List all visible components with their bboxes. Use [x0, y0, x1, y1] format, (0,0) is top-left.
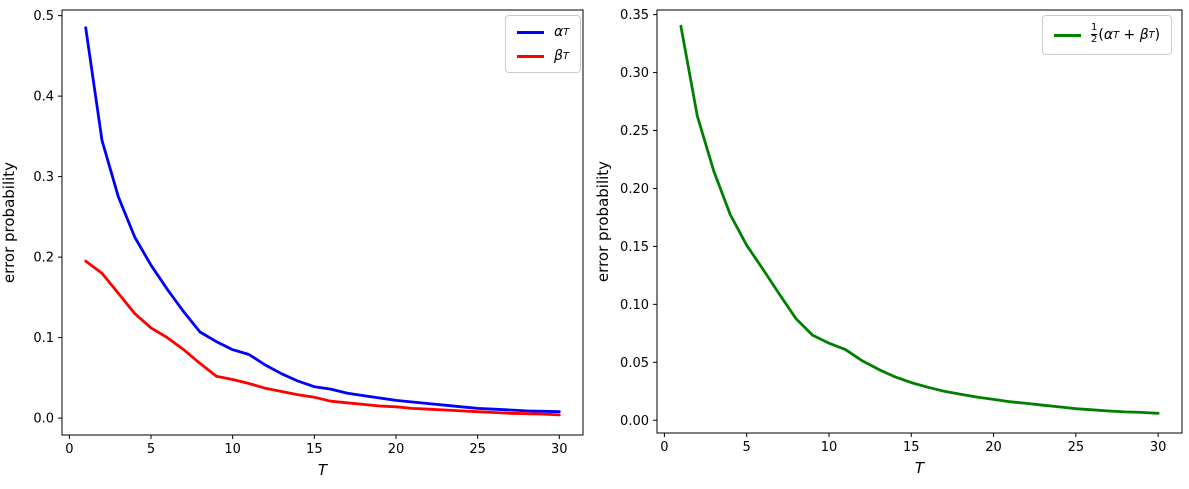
left-plot-y-axis-label: error probability: [0, 162, 18, 283]
right-plot-y-tick-label: 0.10: [620, 298, 649, 313]
right-plot-x-tick-label: 20: [985, 440, 1002, 455]
curve-alpha: [84, 26, 561, 414]
right-plot-x-tick-label: 30: [1150, 440, 1167, 455]
left-plot-x-tick-label: 10: [224, 442, 241, 457]
fraction-numerator: 1: [1091, 22, 1098, 33]
right-plot-y-tick-label: 0.15: [620, 240, 649, 255]
right-plot-x-tick-label: 5: [743, 440, 751, 455]
legend-label-average: 1 2(α T + β T): [1091, 22, 1161, 46]
alpha-symbol: α: [554, 24, 564, 40]
right-plot-x-tick-label: 15: [903, 440, 920, 455]
alpha-subscript: T: [1113, 29, 1120, 41]
right-plot-y-tick-label: 0.05: [620, 356, 649, 371]
right-plot-y-tick-label: 0.30: [620, 66, 649, 81]
left-plot-y-tick-label: 0.4: [33, 90, 54, 105]
beta-symbol: β: [1139, 27, 1149, 43]
close-paren: ): [1154, 27, 1161, 43]
left-plot-x-tick-label: 15: [306, 442, 323, 457]
beta-subscript: T: [562, 50, 569, 62]
left-plot-y-tick-label: 0.0: [33, 412, 54, 427]
right-plot-x-tick-label: 10: [821, 440, 838, 455]
legend-right: 1 2(α T + β T): [1042, 15, 1173, 55]
left-plot-y-tick-label: 0.2: [33, 251, 54, 266]
right-plot-x-tick-label: 0: [660, 440, 668, 455]
left-plot-x-tick-label: 25: [469, 442, 486, 457]
right-plot-y-tick-label: 0.00: [620, 414, 649, 429]
right-plot-x-axis-label: T: [915, 459, 926, 477]
plus-sign: +: [1119, 27, 1140, 43]
beta-symbol: β: [554, 48, 563, 64]
beta-line-sample: [517, 54, 544, 58]
left-plot-y-tick-label: 0.3: [33, 170, 54, 185]
open-paren: (: [1098, 27, 1104, 43]
right-plot-spines: [656, 9, 1183, 434]
right-plot-y-axis-label: error probability: [594, 161, 612, 282]
alpha-line-sample: [517, 30, 544, 34]
alpha-symbol: α: [1103, 27, 1114, 43]
right-plot-y-tick-label: 0.25: [620, 124, 649, 139]
left-plot-x-tick-label: 5: [147, 442, 155, 457]
left-plot-y-tick-label: 0.1: [33, 331, 54, 346]
left-plot-spines: [61, 9, 584, 436]
left-plot-y-tick-label: 0.5: [33, 9, 54, 24]
alpha-subscript: T: [563, 26, 570, 38]
curve-beta: [84, 259, 561, 417]
right-plot-y-tick-label: 0.20: [620, 182, 649, 197]
average-line-sample: [1054, 33, 1081, 37]
legend-entry-average: 1 2(α T + β T): [1054, 22, 1161, 46]
left-plot-x-tick-label: 30: [551, 442, 568, 457]
curve-avg: [679, 24, 1160, 415]
right-plot-y-tick-label: 0.35: [620, 8, 649, 23]
left-plot-x-tick-label: 0: [65, 442, 73, 457]
right-plot-x-tick-label: 25: [1068, 440, 1085, 455]
fraction-denominator: 2: [1091, 33, 1098, 45]
left-plot-x-axis-label: T: [318, 461, 329, 479]
left-plot-x-tick-label: 20: [388, 442, 405, 457]
beta-subscript: T: [1148, 29, 1155, 41]
